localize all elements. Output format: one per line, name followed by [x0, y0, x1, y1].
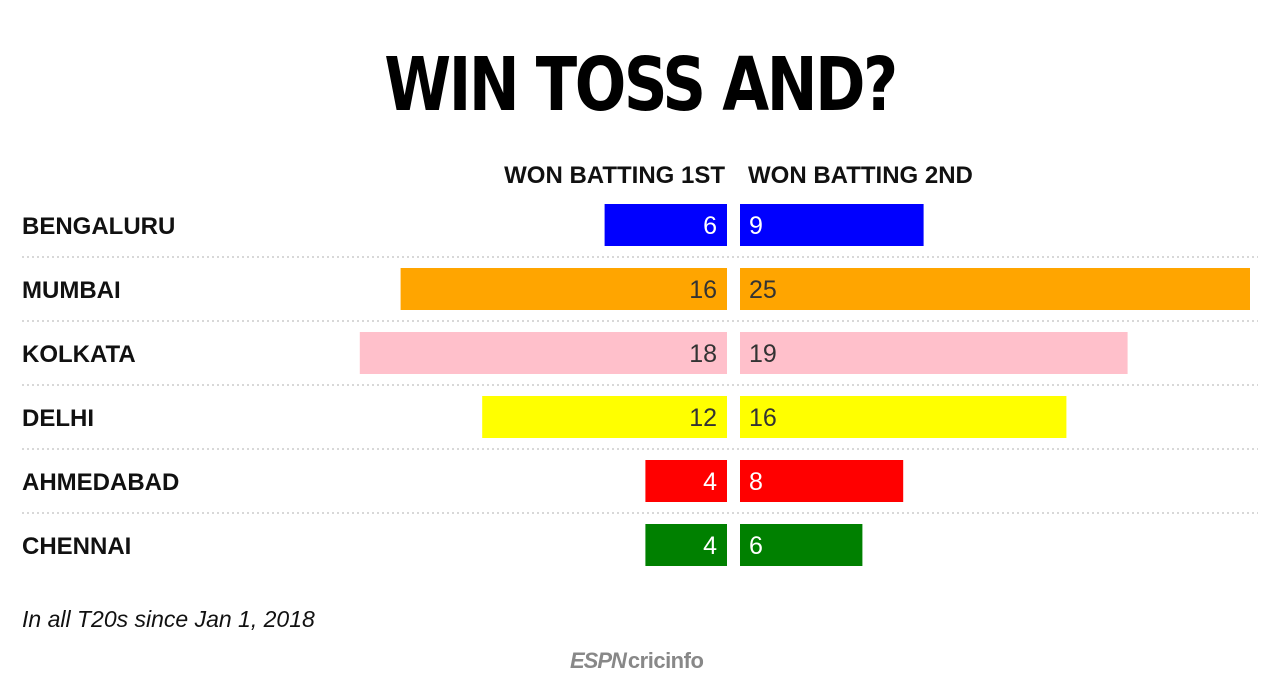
bar-batting-second: [740, 460, 904, 502]
footnote: In all T20s since Jan 1, 2018: [22, 606, 315, 632]
data-label-batting-first: 18: [689, 340, 717, 368]
chart-title: WIN TOSS AND?: [384, 42, 898, 128]
bar-batting-first: [645, 460, 727, 502]
bar-batting-second: [740, 524, 863, 566]
bar-batting-second: [740, 332, 1128, 374]
data-label-batting-first: 12: [689, 404, 717, 432]
bar-batting-first: [359, 332, 727, 374]
bar-batting-first: [645, 524, 727, 566]
category-label: AHMEDABAD: [22, 469, 179, 496]
category-label: MUMBAI: [22, 277, 121, 304]
data-label-batting-first: 16: [689, 276, 717, 304]
category-label: DELHI: [22, 405, 94, 432]
bar-batting-first: [604, 204, 727, 246]
data-label-batting-first: 4: [703, 468, 717, 496]
data-label-batting-first: 6: [703, 212, 717, 240]
bar-batting-first: [400, 268, 727, 310]
bar-batting-second: [740, 268, 1250, 310]
data-label-batting-second: 16: [749, 404, 777, 432]
data-label-batting-first: 4: [703, 532, 717, 560]
bar-batting-first: [482, 396, 727, 438]
data-label-batting-second: 9: [749, 212, 763, 240]
data-label-batting-second: 6: [749, 532, 763, 560]
data-label-batting-second: 25: [749, 276, 777, 304]
bar-batting-second: [740, 396, 1067, 438]
espncricinfo-logo: ESPNcricinfo: [570, 648, 704, 673]
column-header-batting-second: WON BATTING 2ND: [748, 162, 973, 189]
category-label: BENGALURU: [22, 213, 175, 240]
data-label-batting-second: 19: [749, 340, 777, 368]
bar-batting-second: [740, 204, 924, 246]
category-label: CHENNAI: [22, 533, 131, 560]
category-label: KOLKATA: [22, 341, 136, 368]
column-header-batting-first: WON BATTING 1ST: [504, 162, 725, 189]
data-label-batting-second: 8: [749, 468, 763, 496]
